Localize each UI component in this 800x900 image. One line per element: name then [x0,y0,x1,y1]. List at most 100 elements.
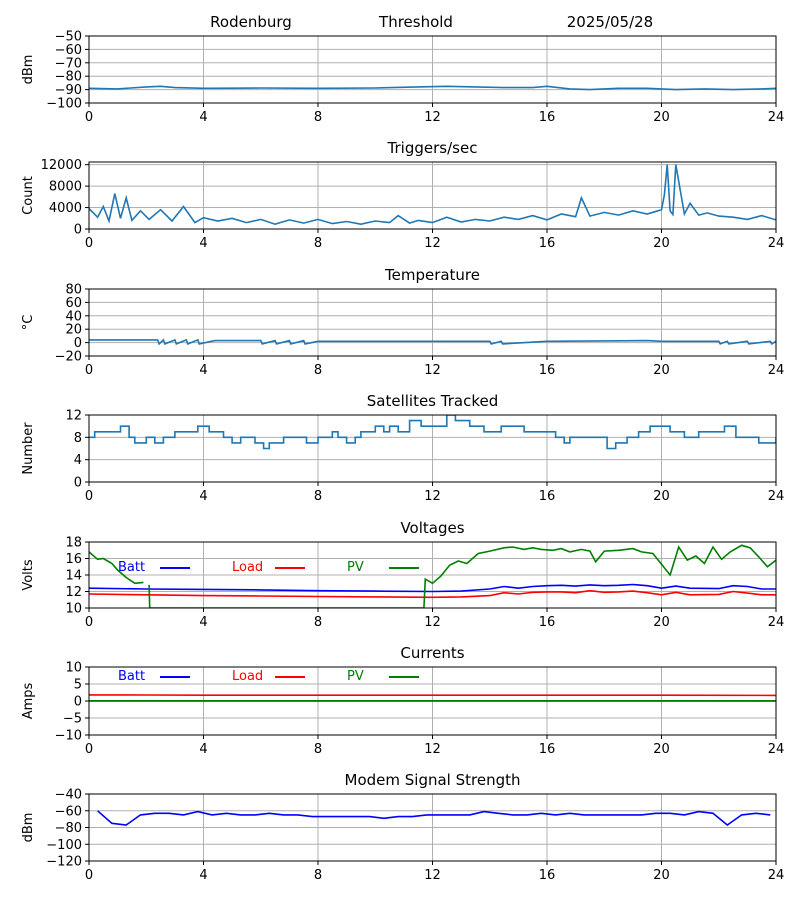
series-line-temperature [89,338,776,346]
x-tick-label: 4 [199,868,207,883]
x-tick-label: 24 [768,868,785,883]
x-tick-label: 8 [314,236,322,251]
x-tick-label: 8 [314,489,322,504]
chart-title: Currents [400,644,464,662]
x-tick-label: 4 [199,615,207,630]
y-tick-label: −50 [55,30,82,45]
x-tick-label: 8 [314,615,322,630]
series-line-triggers [89,164,776,226]
x-tick-label: 0 [85,110,93,125]
series-line-voltages-pv [89,544,776,608]
x-tick-label: 24 [768,110,785,125]
legend-label-pv: PV [347,560,364,575]
y-tick-label: 10 [65,661,82,676]
x-tick-label: 0 [85,615,93,630]
y-tick-label: −80 [55,821,82,836]
x-tick-label: 20 [653,489,670,504]
y-tick-label: −5 [63,712,82,727]
x-tick-label: 20 [653,868,670,883]
y-tick-label: 0 [74,223,82,238]
x-tick-label: 24 [768,489,785,504]
y-tick-label: 18 [65,536,82,551]
legend-label-batt: Batt [118,560,145,575]
y-tick-label: 12 [65,585,82,600]
x-tick-label: 20 [653,742,670,757]
chart-title: Triggers/sec [387,139,478,157]
y-axis-label: Number [21,422,36,475]
y-tick-label: −100 [46,838,82,853]
x-tick-label: 12 [424,110,441,125]
chart-title: Voltages [400,519,464,537]
series-line-voltages-batt [89,583,776,593]
y-axis-label: Volts [21,559,36,591]
x-tick-label: 12 [424,868,441,883]
y-tick-label: −10 [55,729,82,744]
x-tick-label: 4 [199,110,207,125]
chart-title: Modem Signal Strength [345,771,521,789]
series-line-currents-load [89,694,776,697]
x-tick-label: 12 [424,615,441,630]
x-tick-label: 0 [85,236,93,251]
x-tick-label: 16 [539,742,556,757]
chart-rssi: 0 4 8 12 16 20 24 −100−90−80−70−60−50 dBm [21,30,784,126]
x-tick-label: 0 [85,742,93,757]
chart-satellites: 0 4 8 12 16 20 24 0 4 8 12 Satellites Tracked Number [21,392,784,504]
y-axis-label: dBm [21,55,36,85]
legend-label-batt: Batt [118,669,145,684]
y-tick-label: −40 [55,788,82,803]
y-tick-label: 80 [65,283,82,298]
y-tick-label: −100 [46,97,82,112]
x-tick-label: 12 [424,742,441,757]
x-tick-label: 0 [85,489,93,504]
x-tick-label: 16 [539,615,556,630]
series-line-voltages-load [89,589,776,599]
y-tick-label: 10 [65,602,82,617]
x-tick-label: 12 [424,489,441,504]
y-tick-label: 4 [74,453,82,468]
y-tick-label: 8 [74,431,82,446]
x-tick-label: 24 [768,742,785,757]
x-tick-label: 12 [424,236,441,251]
x-tick-label: 20 [653,110,670,125]
y-tick-label: 0 [74,336,82,351]
y-tick-label: 16 [65,552,82,567]
y-tick-label: 8000 [49,180,82,195]
x-tick-label: 4 [199,489,207,504]
x-tick-label: 20 [653,615,670,630]
y-tick-label: −60 [55,804,82,819]
x-tick-label: 8 [314,363,322,378]
x-tick-label: 8 [314,868,322,883]
series-line-satellites [89,415,776,450]
y-tick-label: −20 [55,350,82,365]
x-tick-label: 16 [539,489,556,504]
y-tick-label: 12 [65,409,82,424]
y-tick-label: 20 [65,323,82,338]
y-tick-label: 12000 [41,158,82,173]
x-tick-label: 16 [539,110,556,125]
x-tick-label: 4 [199,236,207,251]
x-tick-label: 20 [653,363,670,378]
x-tick-label: 24 [768,236,785,251]
legend-label-pv: PV [347,669,364,684]
legend-label-load: Load [232,669,263,684]
y-tick-label: 60 [65,296,82,311]
x-tick-label: 12 [424,363,441,378]
x-tick-label: 0 [85,363,93,378]
y-axis-label: Count [21,176,36,215]
x-tick-label: 24 [768,615,785,630]
x-tick-label: 8 [314,742,322,757]
x-tick-label: 4 [199,742,207,757]
x-tick-label: 16 [539,363,556,378]
y-axis-label: dBm [21,813,36,843]
mode-label: Threshold [378,13,453,31]
y-tick-label: −70 [55,56,82,71]
x-tick-label: 8 [314,110,322,125]
y-tick-label: −80 [55,70,82,85]
chart-title: Satellites Tracked [367,392,498,410]
series-line-modem [97,810,771,827]
y-axis-label: °C [21,315,36,331]
